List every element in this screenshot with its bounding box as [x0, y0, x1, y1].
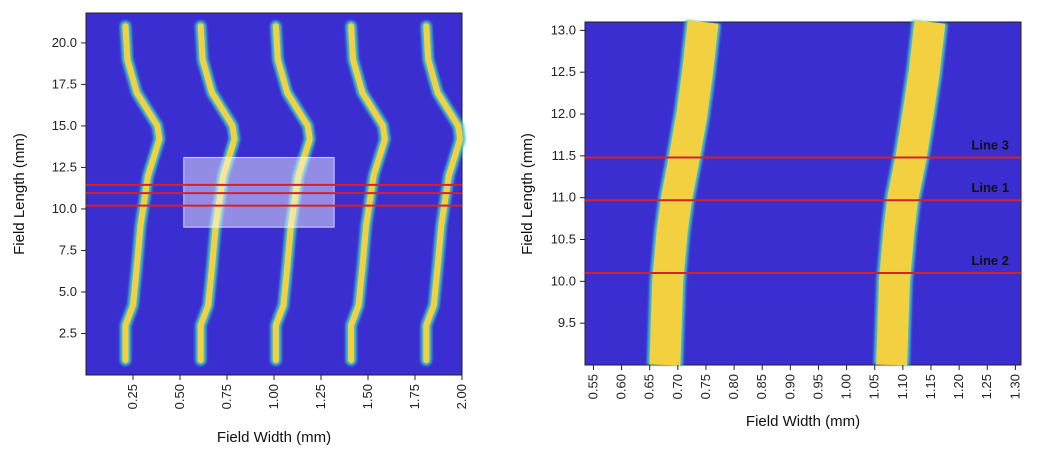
- right-x-tick-label: 1.30: [1007, 374, 1022, 399]
- left-y-tick-label: 12.5: [52, 159, 77, 174]
- right-x-axis-title: Field Width (mm): [746, 413, 860, 430]
- right-x-tick-label: 1.05: [867, 374, 882, 399]
- right-y-tick-label: 10.0: [551, 273, 576, 288]
- left-trace-3: [272, 23, 313, 364]
- left-y-tick-label: 7.5: [59, 242, 77, 257]
- left-x-tick-label: 1.00: [266, 384, 281, 409]
- right-x-ticks: 0.55 0.60 0.65 0.70 0.75 0.80 0.85 0.90 0.95 1.00…: [585, 365, 1022, 399]
- left-traces: [120, 20, 466, 366]
- right-x-tick-label: 0.70: [670, 374, 685, 399]
- right-x-tick-label: 0.80: [726, 374, 741, 399]
- left-x-tick-label: 1.25: [313, 384, 328, 409]
- left-x-tick-label: 0.25: [125, 384, 140, 409]
- left-x-axis-title: Field Width (mm): [217, 429, 331, 446]
- right-x-tick-label: 0.85: [754, 374, 769, 399]
- right-marker-line-label: Line 1: [971, 180, 1009, 195]
- right-x-tick-label: 1.20: [951, 374, 966, 399]
- right-x-tick-label: 0.55: [585, 374, 600, 399]
- left-x-tick-label: 1.75: [407, 384, 422, 409]
- left-y-tick-label: 15.0: [52, 118, 77, 133]
- left-trace-2: [197, 23, 238, 364]
- right-y-ticks: 9.5 10.0 10.5 11.0 11.5 12.0 12.5 13.0: [551, 22, 585, 330]
- right-y-tick-label: 10.5: [551, 232, 576, 247]
- left-trace-4: [348, 23, 388, 364]
- right-x-tick-label: 0.65: [642, 374, 657, 399]
- left-y-tick-label: 2.5: [59, 325, 77, 340]
- right-x-tick-label: 0.90: [782, 374, 797, 399]
- right-marker-line-label: Line 2: [971, 253, 1009, 268]
- left-y-tick-label: 10.0: [52, 201, 77, 216]
- left-y-tick-label: 20.0: [52, 35, 77, 50]
- right-x-tick-label: 1.00: [839, 374, 854, 399]
- left-y-tick-label: 5.0: [59, 284, 77, 299]
- right-y-tick-label: 11.5: [552, 148, 576, 163]
- left-x-tick-label: 0.75: [219, 384, 234, 409]
- right-x-tick-label: 0.95: [810, 374, 825, 399]
- left-y-ticks: 2.5 5.0 7.5 10.0 12.5 15.0 17.5 20.0: [52, 35, 86, 340]
- right-x-tick-label: 1.25: [979, 374, 994, 399]
- right-y-tick-label: 9.5: [558, 315, 576, 330]
- right-marker-lines: Line 3 Line 1 Line 2: [585, 138, 1021, 274]
- left-y-tick-label: 17.5: [52, 76, 77, 91]
- left-x-ticks: 0.25 0.50 0.75 1.00 1.25 1.50 1.75 2.00: [125, 375, 469, 409]
- right-y-tick-label: 12.5: [551, 64, 576, 79]
- right-marker-line-label: Line 3: [971, 138, 1009, 153]
- right-y-axis-title: Field Length (mm): [519, 133, 536, 255]
- right-y-tick-label: 12.0: [551, 106, 576, 121]
- left-y-axis-title: Field Length (mm): [11, 133, 28, 255]
- right-x-tick-label: 0.60: [614, 374, 629, 399]
- left-trace-5: [423, 23, 464, 364]
- left-trace-1: [122, 23, 163, 364]
- left-x-tick-label: 2.00: [454, 384, 469, 409]
- right-x-tick-label: 1.15: [923, 374, 938, 399]
- left-x-tick-label: 0.50: [172, 384, 187, 409]
- right-y-tick-label: 11.0: [552, 190, 576, 205]
- right-y-tick-label: 13.0: [551, 22, 576, 37]
- right-x-tick-label: 1.10: [895, 374, 910, 399]
- left-chart: 0.25 0.50 0.75 1.00 1.25 1.50 1.75 2.00 2.5 5.0 7…: [11, 12, 469, 446]
- left-marker-lines: [86, 183, 462, 207]
- left-x-tick-label: 1.50: [360, 384, 375, 409]
- right-x-tick-label: 0.75: [698, 374, 713, 399]
